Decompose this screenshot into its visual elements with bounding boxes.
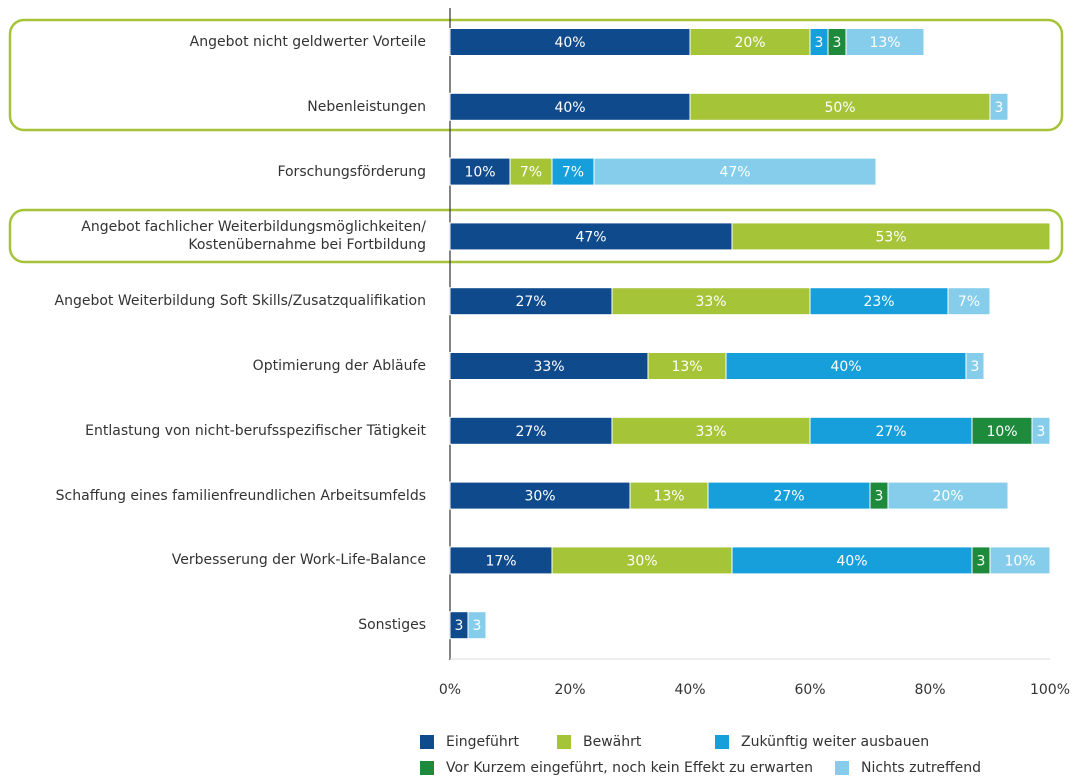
bar-segment	[989, 92, 1009, 121]
bar-segment	[971, 416, 1033, 445]
value-label: 40%	[830, 359, 861, 375]
bar-segment	[707, 481, 871, 510]
x-tick-label: 0%	[439, 682, 461, 698]
value-label: 40%	[554, 35, 585, 51]
value-label: 7%	[520, 165, 542, 181]
value-label: 33%	[533, 359, 564, 375]
value-label: 10%	[986, 424, 1017, 440]
value-label: 3	[833, 35, 842, 51]
value-label: 3	[977, 553, 986, 569]
value-label: 30%	[524, 489, 555, 505]
value-label: 53%	[875, 229, 906, 245]
category-label: Schaffung eines familienfreundlichen Arb…	[55, 487, 426, 504]
bar-segment	[947, 287, 991, 316]
value-label: 10%	[1004, 553, 1035, 569]
bar-segment	[611, 416, 811, 445]
category-label: Angebot nicht geldwerter Vorteile	[189, 34, 426, 50]
value-label: 33%	[695, 424, 726, 440]
legend-label: Eingeführt	[446, 734, 520, 750]
bar-segment	[629, 481, 709, 510]
bar-segment	[731, 546, 973, 575]
value-label: 47%	[575, 229, 606, 245]
value-label: 3	[473, 618, 482, 634]
bar-segment	[509, 157, 553, 186]
bar-segment	[449, 546, 553, 575]
bar-segment	[449, 352, 649, 380]
bar-segment	[725, 352, 967, 380]
bar-segment	[845, 28, 925, 56]
bar-segment	[809, 287, 949, 316]
category-label: Verbesserung der Work-Life-Balance	[171, 552, 426, 569]
legend-swatch	[557, 735, 571, 749]
value-label: 3	[455, 618, 464, 634]
value-label: 27%	[875, 424, 906, 440]
legend-label: Zukünftig weiter ausbauen	[741, 734, 929, 750]
category-label: Angebot Weiterbildung Soft Skills/Zusatz…	[54, 293, 426, 310]
bar-segment	[989, 546, 1051, 575]
legend-swatch	[420, 735, 434, 749]
category-label: Forschungsförderung	[277, 163, 426, 180]
value-label: 3	[815, 35, 824, 51]
bar-segment	[611, 287, 811, 316]
x-tick-label: 40%	[674, 682, 705, 698]
category-label: Sonstiges	[358, 617, 426, 634]
category-label: Optimierung der Abläufe	[252, 358, 426, 374]
highlight-box	[8, 18, 1064, 132]
legend-swatch	[715, 735, 729, 749]
value-label: 27%	[515, 424, 546, 440]
bar-segment	[887, 481, 1009, 510]
legend-label: Vor Kurzem eingeführt, noch kein Effekt …	[446, 760, 813, 776]
bar-segment	[449, 92, 691, 121]
value-label: 13%	[653, 489, 684, 505]
value-label: 27%	[515, 294, 546, 310]
bar-segment	[731, 222, 1051, 251]
value-label: 3	[875, 489, 884, 505]
value-label: 7%	[958, 294, 980, 310]
value-label: 3	[995, 100, 1004, 116]
bar-segment	[689, 92, 991, 121]
category-label: Nebenleistungen	[307, 98, 426, 115]
bar-segment	[449, 481, 631, 510]
value-label: 20%	[734, 35, 765, 51]
bar-segment	[593, 157, 877, 186]
legend-label: Bewährt	[583, 734, 642, 750]
category-label: Angebot fachlicher Weiterbildungsmöglich…	[81, 219, 426, 254]
x-tick-label: 100%	[1030, 682, 1070, 698]
value-label: 40%	[836, 553, 867, 569]
value-label: 23%	[863, 294, 894, 310]
category-label: Entlastung von nicht-berufsspezifischer …	[85, 422, 426, 439]
bar-segment	[1031, 416, 1051, 445]
value-label: 30%	[626, 553, 657, 569]
value-label: 17%	[485, 553, 516, 569]
bar-segment	[647, 352, 727, 380]
value-label: 40%	[554, 100, 585, 116]
value-label: 7%	[562, 165, 584, 181]
bar-segment	[551, 546, 733, 575]
value-label: 20%	[932, 489, 963, 505]
x-tick-label: 80%	[914, 682, 945, 698]
bar-segment	[809, 416, 973, 445]
legend-label: Nichts zutreffend	[861, 760, 981, 776]
value-label: 47%	[719, 165, 750, 181]
value-label: 13%	[671, 359, 702, 375]
highlight-box	[8, 208, 1064, 264]
value-label: 3	[1037, 424, 1046, 440]
legend-swatch	[420, 761, 434, 775]
x-tick-label: 60%	[794, 682, 825, 698]
value-label: 13%	[869, 35, 900, 51]
bar-segment	[449, 28, 691, 56]
x-tick-label: 20%	[554, 682, 585, 698]
bar-segment	[467, 611, 487, 640]
legend-swatch	[835, 761, 849, 775]
value-label: 50%	[824, 100, 855, 116]
bar-segment	[965, 352, 985, 380]
value-label: 3	[971, 359, 980, 375]
value-label: 10%	[464, 165, 495, 181]
value-label: 27%	[773, 489, 804, 505]
value-label: 33%	[695, 294, 726, 310]
